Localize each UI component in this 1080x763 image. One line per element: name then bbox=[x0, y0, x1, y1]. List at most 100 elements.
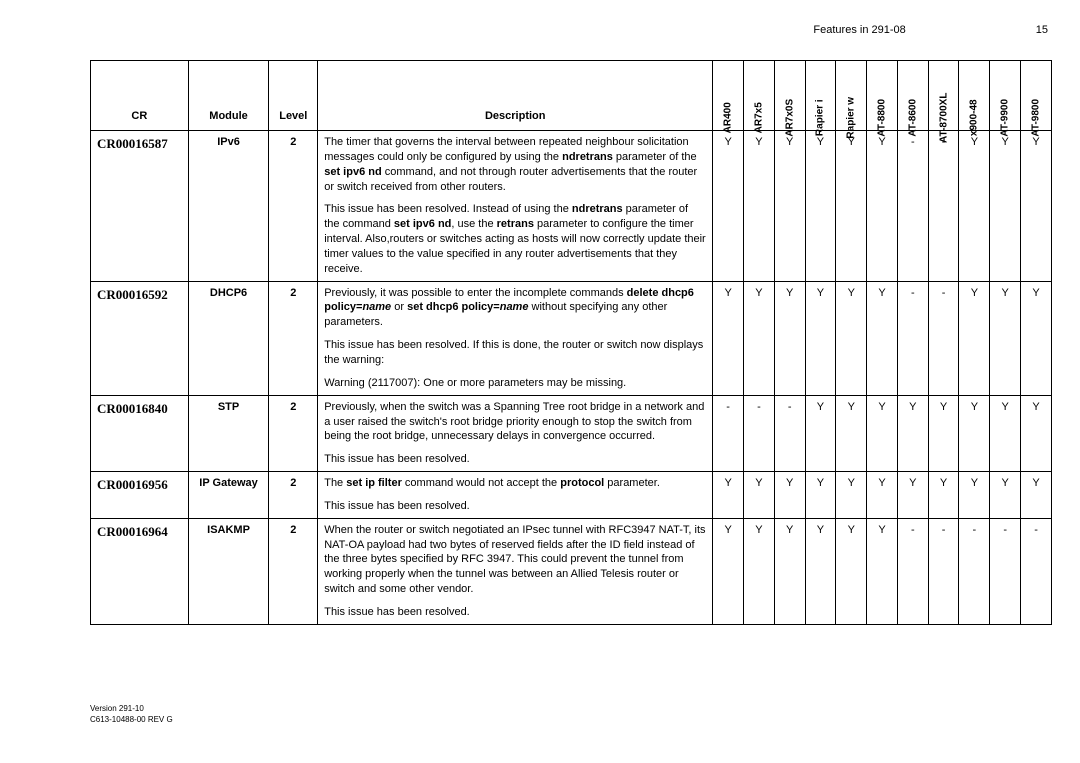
cell-product: Y bbox=[836, 518, 867, 624]
cell-product: Y bbox=[774, 518, 805, 624]
page-header: Features in 291-08 15 bbox=[90, 24, 1052, 36]
cell-product: Y bbox=[928, 472, 959, 519]
col-header-product: AT-9800 bbox=[1021, 61, 1052, 131]
cell-product: Y bbox=[1021, 472, 1052, 519]
cell-product: Y bbox=[1021, 395, 1052, 471]
col-header-product: AT-9900 bbox=[990, 61, 1021, 131]
col-header-description: Description bbox=[318, 61, 713, 131]
cell-product: Y bbox=[836, 395, 867, 471]
cell-product: Y bbox=[836, 472, 867, 519]
cell-product: Y bbox=[713, 518, 744, 624]
col-header-product: Rapier w bbox=[836, 61, 867, 131]
cell-product: - bbox=[744, 395, 775, 471]
cell-product: Y bbox=[774, 281, 805, 395]
cell-product: - bbox=[774, 395, 805, 471]
cell-product: Y bbox=[744, 281, 775, 395]
cell-cr: CR00016592 bbox=[91, 281, 189, 395]
cell-product: Y bbox=[867, 395, 898, 471]
cell-product: - bbox=[713, 395, 744, 471]
cell-module: ISAKMP bbox=[188, 518, 269, 624]
table-row: CR00016592DHCP62Previously, it was possi… bbox=[91, 281, 1052, 395]
cell-product: Y bbox=[959, 131, 990, 282]
cell-product: Y bbox=[744, 131, 775, 282]
cell-product: - bbox=[897, 518, 928, 624]
cell-product: Y bbox=[805, 518, 836, 624]
col-header-product: AT-8700XL bbox=[928, 61, 959, 131]
cell-module: DHCP6 bbox=[188, 281, 269, 395]
col-header-product: x900-48 bbox=[959, 61, 990, 131]
table-row: CR00016840STP2Previously, when the switc… bbox=[91, 395, 1052, 471]
features-label: Features in 291-08 bbox=[813, 24, 905, 36]
col-header-module: Module bbox=[188, 61, 269, 131]
cell-level: 2 bbox=[269, 472, 318, 519]
cell-product: Y bbox=[836, 131, 867, 282]
cell-cr: CR00016956 bbox=[91, 472, 189, 519]
cell-description: The set ip filter command would not acce… bbox=[318, 472, 713, 519]
cell-product: Y bbox=[959, 472, 990, 519]
cell-product: Y bbox=[897, 472, 928, 519]
table-header-row: CR Module Level Description AR400 AR7x5 … bbox=[91, 61, 1052, 131]
cell-module: STP bbox=[188, 395, 269, 471]
table-row: CR00016587IPv62The timer that governs th… bbox=[91, 131, 1052, 282]
cell-product: - bbox=[1021, 518, 1052, 624]
cell-cr: CR00016964 bbox=[91, 518, 189, 624]
cell-cr: CR00016587 bbox=[91, 131, 189, 282]
col-header-product: Rapier i bbox=[805, 61, 836, 131]
table-row: CR00016956IP Gateway2The set ip filter c… bbox=[91, 472, 1052, 519]
col-header-product: AT-8800 bbox=[867, 61, 898, 131]
col-header-product: AR400 bbox=[713, 61, 744, 131]
cell-level: 2 bbox=[269, 131, 318, 282]
cell-product: - bbox=[990, 518, 1021, 624]
cell-product: Y bbox=[867, 472, 898, 519]
cell-product: - bbox=[897, 131, 928, 282]
cell-product: - bbox=[897, 281, 928, 395]
cell-product: Y bbox=[774, 131, 805, 282]
cell-product: Y bbox=[867, 281, 898, 395]
cell-level: 2 bbox=[269, 281, 318, 395]
cell-product: Y bbox=[805, 281, 836, 395]
cell-product: Y bbox=[713, 281, 744, 395]
col-header-product: AR7x0S bbox=[774, 61, 805, 131]
cell-product: Y bbox=[959, 281, 990, 395]
cell-product: - bbox=[928, 518, 959, 624]
cell-product: Y bbox=[990, 131, 1021, 282]
release-notes-table: CR Module Level Description AR400 AR7x5 … bbox=[90, 60, 1052, 625]
cell-level: 2 bbox=[269, 518, 318, 624]
cell-product: Y bbox=[713, 131, 744, 282]
cell-description: The timer that governs the interval betw… bbox=[318, 131, 713, 282]
cell-product: Y bbox=[805, 131, 836, 282]
cell-product: - bbox=[959, 518, 990, 624]
page-footer: Version 291-10 C613-10488-00 REV G bbox=[90, 704, 173, 725]
cell-product: - bbox=[928, 131, 959, 282]
cell-product: Y bbox=[990, 281, 1021, 395]
cell-module: IPv6 bbox=[188, 131, 269, 282]
col-header-product: AR7x5 bbox=[744, 61, 775, 131]
cell-product: Y bbox=[805, 395, 836, 471]
cell-product: Y bbox=[713, 472, 744, 519]
table-row: CR00016964ISAKMP2When the router or swit… bbox=[91, 518, 1052, 624]
cell-product: Y bbox=[744, 472, 775, 519]
cell-product: Y bbox=[990, 395, 1021, 471]
cell-product: Y bbox=[897, 395, 928, 471]
footer-version: Version 291-10 bbox=[90, 704, 173, 714]
cell-product: Y bbox=[744, 518, 775, 624]
table-body: CR00016587IPv62The timer that governs th… bbox=[91, 131, 1052, 625]
page-container: Features in 291-08 15 CR Module Level De… bbox=[0, 0, 1080, 625]
footer-docnum: C613-10488-00 REV G bbox=[90, 715, 173, 725]
cell-product: Y bbox=[928, 395, 959, 471]
cell-product: Y bbox=[867, 131, 898, 282]
cell-product: - bbox=[928, 281, 959, 395]
cell-product: Y bbox=[1021, 281, 1052, 395]
cell-product: Y bbox=[805, 472, 836, 519]
cell-product: Y bbox=[867, 518, 898, 624]
cell-product: Y bbox=[990, 472, 1021, 519]
cell-product: Y bbox=[959, 395, 990, 471]
cell-description: Previously, it was possible to enter the… bbox=[318, 281, 713, 395]
cell-cr: CR00016840 bbox=[91, 395, 189, 471]
col-header-cr: CR bbox=[91, 61, 189, 131]
cell-product: Y bbox=[774, 472, 805, 519]
cell-level: 2 bbox=[269, 395, 318, 471]
cell-description: Previously, when the switch was a Spanni… bbox=[318, 395, 713, 471]
cell-product: Y bbox=[1021, 131, 1052, 282]
page-number: 15 bbox=[1036, 24, 1048, 36]
